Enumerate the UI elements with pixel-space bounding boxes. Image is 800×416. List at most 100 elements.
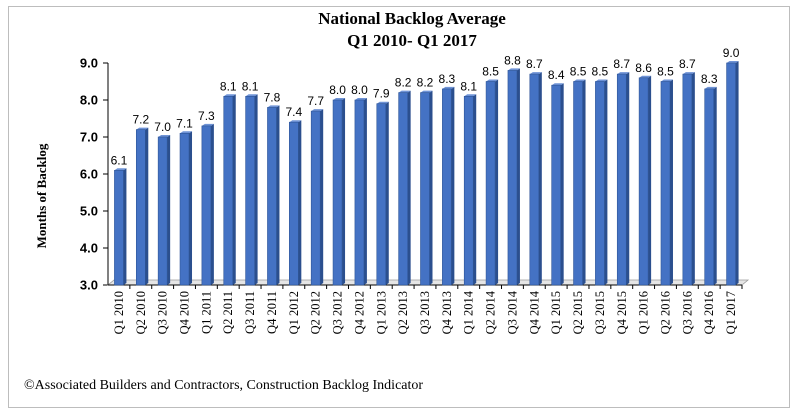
x-tick-label: Q1 2016	[637, 291, 651, 334]
data-label: 8.8	[504, 53, 521, 67]
x-tick-label: Q4 2010	[178, 291, 192, 334]
bar	[595, 81, 605, 286]
bar	[573, 81, 583, 286]
bar	[135, 129, 146, 286]
data-label: 8.1	[460, 79, 477, 93]
bar-side	[342, 98, 346, 285]
bar-side	[538, 72, 542, 285]
bar-top	[398, 90, 411, 93]
bar-top	[158, 135, 171, 137]
bar-top	[617, 72, 630, 75]
data-label: 8.3	[439, 72, 456, 86]
bar	[616, 73, 627, 286]
data-label: 8.3	[701, 72, 718, 86]
data-label: 7.4	[285, 105, 302, 119]
bar-top	[464, 94, 477, 97]
bar	[660, 81, 671, 286]
bar-side	[516, 68, 520, 286]
data-label: 8.0	[351, 83, 368, 97]
bar-side	[626, 72, 630, 285]
bar	[638, 77, 649, 286]
bar-side	[560, 83, 564, 285]
bar	[442, 88, 452, 286]
bar	[398, 92, 408, 286]
bar-top	[639, 75, 652, 78]
bar	[245, 96, 255, 286]
bar	[376, 103, 387, 286]
x-tick-label: Q3 2016	[680, 291, 694, 334]
bar	[179, 133, 190, 286]
bar-top	[201, 123, 214, 126]
x-tick-label: Q2 2016	[658, 291, 672, 334]
bar-side	[210, 123, 214, 286]
data-label: 8.5	[592, 65, 609, 79]
bar-top	[333, 98, 346, 100]
x-tick-label: Q2 2010	[134, 291, 148, 334]
bar	[310, 110, 321, 286]
bar-top	[245, 94, 258, 97]
bar-top	[223, 94, 236, 97]
data-label: 7.2	[132, 113, 149, 127]
x-tick-label: Q1 2017	[724, 291, 738, 334]
bar-top	[376, 101, 389, 104]
data-label: 8.7	[526, 57, 543, 71]
bar	[223, 96, 234, 286]
bar-side	[713, 86, 717, 286]
bar-side	[473, 94, 477, 285]
bar-side	[276, 105, 280, 286]
bar	[507, 70, 518, 286]
bar	[332, 99, 343, 286]
bar-top	[420, 90, 433, 93]
bar	[420, 92, 430, 286]
x-tick-label: Q3 2012	[331, 291, 345, 334]
x-tick-label: Q1 2012	[287, 291, 301, 334]
bar	[726, 62, 736, 286]
bar	[551, 84, 561, 286]
data-label: 8.2	[395, 76, 412, 90]
bar-top	[289, 120, 302, 123]
data-label: 8.5	[570, 65, 587, 79]
bar	[201, 125, 212, 286]
bar-top	[704, 86, 717, 89]
bar-top	[529, 72, 542, 75]
y-tick-label: 4.0	[80, 241, 98, 256]
data-label: 8.7	[679, 57, 696, 71]
bar-top	[311, 109, 324, 112]
bar	[682, 73, 693, 286]
bar-side	[167, 135, 171, 285]
bar	[354, 99, 365, 286]
bar-top	[660, 79, 673, 82]
data-label: 8.2	[417, 76, 434, 90]
bar	[114, 170, 124, 286]
data-label: 7.8	[264, 90, 281, 104]
x-tick-label: Q1 2014	[462, 290, 476, 334]
x-tick-label: Q4 2013	[440, 291, 454, 334]
data-label: 8.6	[635, 61, 652, 75]
bar-side	[669, 79, 673, 285]
data-label: 7.9	[373, 87, 390, 101]
bar	[267, 107, 277, 286]
data-label: 8.5	[482, 65, 499, 79]
plot-area: 3.0 4.0 5.0 6.0 7.0 8.0 9.0 6.1 Q1 2010 7.2 Q2 201…	[80, 46, 750, 334]
data-label: 7.7	[307, 94, 324, 108]
bar-top	[180, 131, 193, 134]
bar-side	[582, 79, 586, 285]
bar-side	[451, 86, 455, 286]
bar-side	[123, 168, 127, 285]
x-tick-label: Q2 2013	[396, 291, 410, 334]
x-tick-label: Q2 2015	[571, 291, 585, 334]
x-tick-label: Q3 2015	[593, 291, 607, 334]
data-label: 8.0	[329, 83, 346, 97]
bar-top	[136, 127, 149, 130]
data-label: 9.0	[723, 46, 740, 60]
data-label: 6.1	[111, 153, 128, 167]
x-tick-label: Q2 2014	[484, 290, 498, 334]
data-label: 8.1	[242, 79, 259, 93]
x-tick-label: Q2 2012	[309, 291, 323, 334]
data-label: 8.7	[613, 57, 630, 71]
bar-side	[232, 94, 236, 285]
bar-side	[735, 61, 739, 285]
bar-side	[385, 101, 389, 285]
bar-side	[495, 79, 499, 285]
